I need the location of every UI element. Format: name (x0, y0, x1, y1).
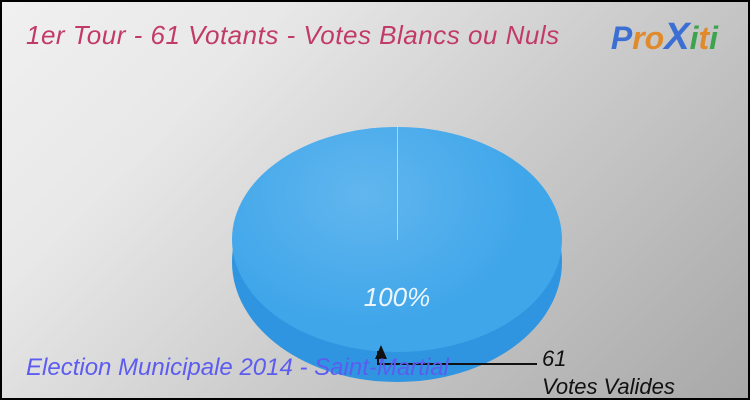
proxiti-logo: ProXiti (611, 16, 718, 59)
pie-chart-percentage-label: 100% (332, 282, 462, 313)
election-results-chart-app: 1er Tour - 61 Votants - Votes Blancs ou … (0, 0, 750, 400)
chart-subtitle: Election Municipale 2014 - Saint-Martial (26, 354, 449, 382)
pie-chart-highlight (232, 127, 562, 352)
chart-title: 1er Tour - 61 Votants - Votes Blancs ou … (26, 20, 560, 51)
pie-chart-area: 100% 61 Votes Valides (2, 67, 750, 367)
pie-chart-data-label: 61 Votes Valides (542, 345, 675, 400)
